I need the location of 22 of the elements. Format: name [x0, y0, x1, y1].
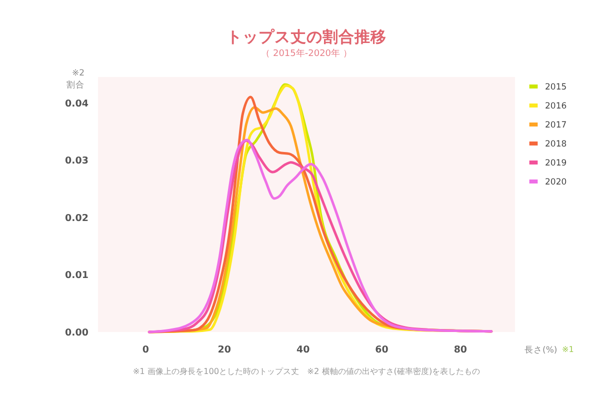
- x-tick-label: 20: [218, 344, 232, 356]
- y-tick-label: 0.03: [65, 156, 88, 167]
- chart-title: トップス丈の割合推移: [226, 28, 386, 46]
- text: ※1 画像上の身長を100とした時のトップス丈 ※2 横軸の値の出やすさ(確率密度)を表したもの: [132, 366, 480, 376]
- legend-label: 2017: [545, 120, 567, 130]
- chart-subtitle: （ 2015年-2020年 ）: [261, 48, 352, 59]
- y-tick-label: 0.01: [65, 270, 88, 282]
- y-tick-label: 0.04: [65, 98, 89, 110]
- y-tick-label: 0.00: [65, 328, 89, 338]
- y-axis-title: ※2 割合: [66, 68, 84, 90]
- legend-label: 2020: [545, 178, 567, 188]
- x-tick-label: 40: [296, 344, 310, 356]
- x-tick-label: 0: [142, 344, 150, 356]
- text: ※1: [562, 345, 574, 354]
- legend-label: 2018: [545, 140, 567, 150]
- x-axis-title: 長さ(%): [524, 344, 558, 356]
- legend-label: 2016: [545, 102, 567, 112]
- x-tick-label: 80: [454, 344, 468, 356]
- x-tick-label: 60: [375, 344, 389, 356]
- legend-label: 2015: [545, 82, 567, 92]
- legend-label: 2019: [545, 158, 567, 168]
- y-tick-label: 0.02: [65, 212, 88, 224]
